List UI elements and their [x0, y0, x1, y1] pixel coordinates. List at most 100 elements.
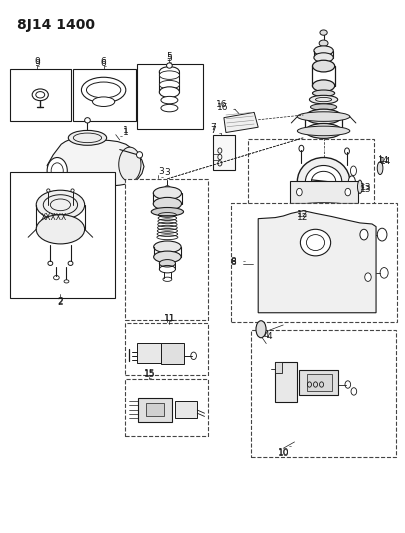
Text: XXXXX: XXXXX [41, 213, 67, 222]
Ellipse shape [81, 77, 126, 103]
Text: 9: 9 [34, 59, 40, 68]
Ellipse shape [159, 87, 179, 98]
Text: 2: 2 [58, 298, 63, 307]
Ellipse shape [313, 90, 335, 96]
Polygon shape [47, 138, 144, 188]
Ellipse shape [159, 80, 179, 89]
Bar [125, 324, 208, 375]
Text: 2: 2 [58, 297, 63, 306]
Polygon shape [258, 211, 376, 313]
Text: 16: 16 [216, 100, 228, 109]
Bar [251, 330, 396, 457]
Text: 10: 10 [277, 449, 289, 458]
Ellipse shape [159, 67, 179, 77]
Text: 8J14 1400: 8J14 1400 [17, 18, 95, 31]
Bar [10, 172, 115, 298]
Circle shape [365, 273, 371, 281]
Ellipse shape [348, 176, 356, 189]
Text: 6: 6 [101, 59, 107, 68]
Text: 9: 9 [34, 57, 40, 66]
Ellipse shape [47, 189, 50, 192]
Bar [161, 343, 183, 365]
Circle shape [345, 188, 351, 196]
Text: 12: 12 [297, 210, 308, 219]
Ellipse shape [68, 131, 107, 146]
Bar [213, 135, 235, 169]
Ellipse shape [153, 187, 181, 199]
Text: 13: 13 [360, 183, 371, 192]
Text: 11: 11 [164, 313, 175, 322]
Ellipse shape [153, 241, 181, 253]
Ellipse shape [301, 229, 330, 256]
Bar [125, 179, 208, 320]
Bar [138, 398, 172, 422]
Ellipse shape [309, 95, 338, 104]
Bar [307, 374, 332, 391]
Text: 14: 14 [378, 156, 390, 165]
Circle shape [47, 158, 67, 184]
Bar [146, 403, 164, 416]
Ellipse shape [320, 30, 327, 35]
Ellipse shape [166, 63, 172, 68]
Ellipse shape [36, 215, 85, 244]
Ellipse shape [36, 92, 45, 98]
Bar [248, 139, 374, 215]
Ellipse shape [119, 147, 141, 182]
Text: 16: 16 [217, 102, 228, 111]
Ellipse shape [305, 124, 342, 139]
Ellipse shape [377, 162, 383, 174]
Text: 8: 8 [231, 257, 237, 265]
Ellipse shape [136, 152, 143, 158]
Bar [137, 343, 161, 364]
Ellipse shape [153, 197, 181, 210]
Ellipse shape [297, 158, 350, 205]
Bar [290, 181, 358, 203]
Ellipse shape [311, 104, 337, 110]
Ellipse shape [161, 104, 178, 112]
Bar [10, 69, 71, 121]
Ellipse shape [297, 112, 350, 122]
Text: 6: 6 [101, 57, 107, 66]
Ellipse shape [297, 126, 350, 136]
Text: 3: 3 [158, 167, 164, 176]
Ellipse shape [151, 207, 183, 216]
Polygon shape [39, 203, 68, 237]
Bar [72, 69, 136, 121]
Ellipse shape [159, 260, 175, 267]
Text: 12: 12 [297, 213, 308, 222]
Bar [231, 203, 397, 322]
Text: 7: 7 [211, 123, 216, 132]
Ellipse shape [305, 165, 342, 197]
Text: 14: 14 [379, 157, 391, 166]
Bar [175, 401, 197, 418]
Ellipse shape [256, 321, 266, 338]
Ellipse shape [153, 251, 181, 263]
Ellipse shape [36, 190, 85, 220]
Ellipse shape [298, 203, 350, 209]
Ellipse shape [313, 60, 335, 72]
Ellipse shape [161, 96, 178, 104]
Ellipse shape [319, 40, 328, 46]
Text: 13: 13 [360, 185, 372, 194]
Text: 10: 10 [277, 448, 289, 457]
Text: 1: 1 [123, 128, 129, 137]
Ellipse shape [159, 71, 179, 79]
Ellipse shape [314, 53, 333, 62]
Bar [275, 362, 282, 373]
Circle shape [380, 268, 388, 278]
Text: 15: 15 [143, 369, 155, 378]
Text: 5: 5 [166, 54, 172, 62]
Ellipse shape [314, 46, 333, 55]
Ellipse shape [85, 118, 90, 123]
Bar [275, 362, 297, 402]
Ellipse shape [92, 97, 115, 107]
Text: 4: 4 [266, 332, 272, 341]
Text: 7: 7 [211, 126, 216, 135]
Ellipse shape [305, 109, 342, 124]
Polygon shape [224, 112, 258, 133]
Bar [125, 379, 208, 435]
Ellipse shape [71, 189, 74, 192]
Bar [299, 369, 338, 395]
Ellipse shape [32, 89, 48, 101]
Circle shape [377, 228, 387, 241]
